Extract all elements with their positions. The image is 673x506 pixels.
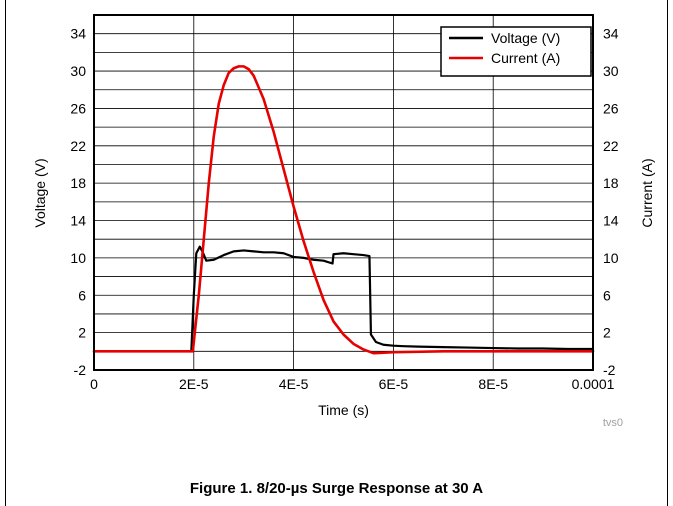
y-tick-label-left: -2 [74,362,87,378]
legend-box [440,26,592,77]
y-tick-label-right: 10 [603,250,619,266]
y-tick-label-right: 2 [603,325,611,341]
y-tick-label-right: 22 [603,138,619,154]
y-tick-label-left: 22 [70,138,86,154]
x-tick-label: 2E-5 [179,376,209,392]
y-axis-left-title: Voltage (V) [32,158,48,227]
y-tick-label-left: 14 [70,213,86,229]
figure-caption: Figure 1. 8/20-µs Surge Response at 30 A [189,480,484,497]
series-layer [92,65,595,355]
x-tick-label: 4E-5 [279,376,309,392]
x-tick-label: 8E-5 [478,376,508,392]
y-tick-label-left: 6 [78,287,86,303]
y-tick-label-right: -2 [603,362,616,378]
y-tick-label-right: 18 [603,175,619,191]
series-line-voltage [92,245,595,353]
y-tick-label-left: 10 [70,250,86,266]
plot-frame [93,14,594,371]
figure-border-right [667,0,668,506]
y-tick-label-left: 18 [70,175,86,191]
y-tick-label-right: 34 [603,26,619,42]
x-tick-label: 0.0001 [572,376,615,392]
grid-lines [94,15,593,370]
legend-voltage-label: Voltage (V) [491,30,560,46]
figure-border-left [5,0,6,506]
x-tick-label: 0 [90,376,98,392]
y-tick-label-right: 6 [603,287,611,303]
x-tick-label: 6E-5 [379,376,409,392]
y-tick-label-right: 30 [603,63,619,79]
y-tick-label-right: 14 [603,213,619,229]
y-tick-label-left: 34 [70,26,86,42]
y-tick-label-left: 26 [70,100,86,116]
series-line-current [92,65,595,355]
legend-current-label: Current (A) [491,50,560,66]
y-tick-label-right: 26 [603,100,619,116]
y-tick-label-left: 2 [78,325,86,341]
y-tick-label-left: 30 [70,63,86,79]
y-axis-right-title: Current (A) [639,158,655,227]
figure-watermark: tvs0 [603,417,623,429]
legend: Voltage (V) Current (A) [440,26,592,77]
x-axis-title: Time (s) [318,402,369,418]
